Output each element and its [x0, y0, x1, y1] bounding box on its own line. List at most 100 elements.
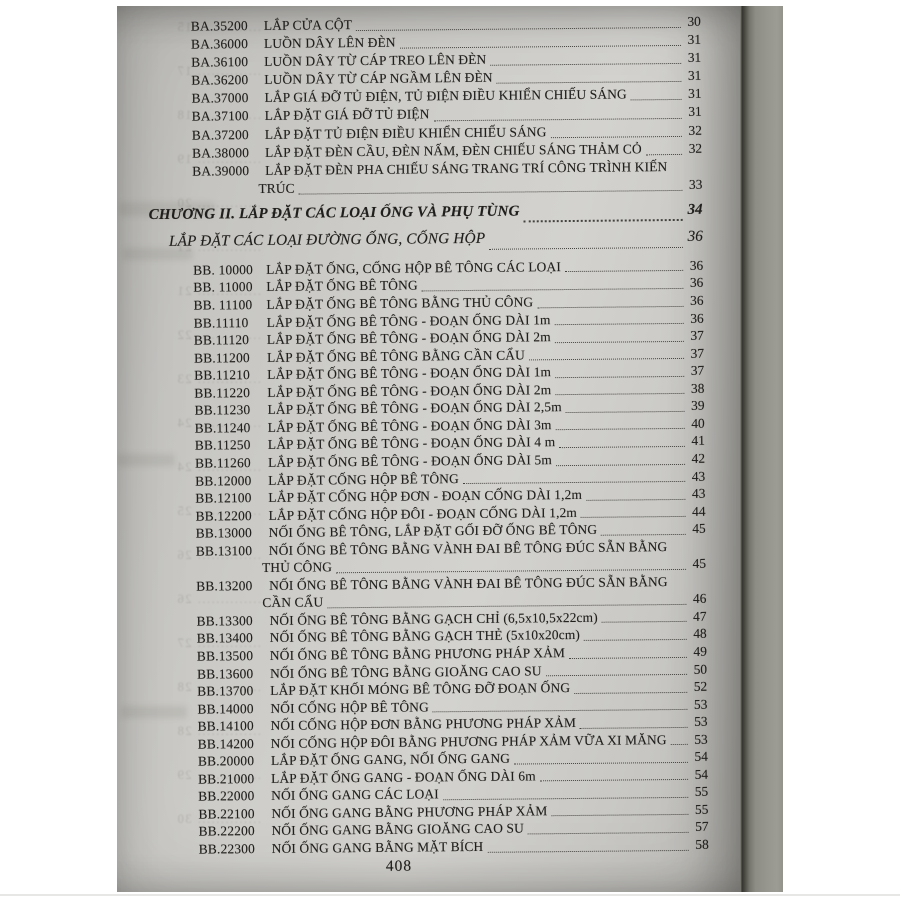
- dot-leader: [356, 27, 681, 32]
- toc-entry-page: 54: [694, 748, 708, 765]
- toc-entry-page: 58: [695, 836, 709, 852]
- dot-leader: [528, 358, 685, 361]
- photo-bottom-divider: [0, 894, 900, 896]
- toc-entry-page: 37: [690, 362, 705, 379]
- toc-entry-title: NỐI CỐNG HỘP ĐÔI BẰNG PHƯƠNG PHÁP XẢM VỮ…: [270, 731, 667, 751]
- toc-entry-title: NỐI ỐNG BÊ TÔNG BẰNG GẠCH CHỈ (6,5x10,5x…: [269, 609, 598, 628]
- toc-entry-page: 44: [692, 503, 706, 519]
- toc-entry-code: BA.39000: [192, 162, 250, 179]
- toc-entry-page: 42: [691, 450, 706, 466]
- toc-entry-code: BB.22300: [198, 841, 256, 857]
- dot-leader: [574, 691, 688, 694]
- book-photo: .............. 15.............. 17......…: [117, 6, 783, 892]
- dot-leader: [565, 410, 685, 413]
- toc-entry-code: BB.14000: [197, 700, 254, 717]
- dot-leader: [327, 603, 687, 609]
- dot-leader: [421, 287, 684, 292]
- toc-entry-code: BB.13100: [195, 542, 253, 559]
- dot-leader: [514, 761, 688, 765]
- dot-leader: [569, 656, 687, 659]
- toc-entry-title: LẮP ĐẶT TỦ ĐIỆN ĐIỀU KHIỂN CHIẾU SÁNG: [264, 123, 547, 142]
- toc-entry-code: BB.13500: [196, 648, 254, 664]
- toc-entry-title: LẮP ĐẶT GIÁ ĐỠ TỦ ĐIỆN: [264, 106, 430, 124]
- toc-entry-title: LẮP ĐẶT ỐNG BÊ TÔNG BẰNG THỦ CÔNG: [266, 294, 534, 312]
- toc-entry-title: LẮP ĐẶT ĐÈN CẦU, ĐÈN NẤM, ĐÈN CHIẾU SÁNG…: [264, 140, 642, 160]
- dot-leader: [580, 726, 688, 729]
- toc-entry-code: BB. 11100: [193, 297, 253, 313]
- toc-entry-page: 36: [690, 292, 704, 308]
- toc-entry-title: NỐI ỐNG BÊ TÔNG BẰNG VÀNH ĐAI BÊ TÔNG ĐÚ…: [269, 573, 668, 593]
- dot-leader: [399, 45, 682, 49]
- dot-leader: [555, 393, 685, 396]
- toc-entry-code: BB.13200: [196, 577, 253, 594]
- toc-entry-code: BA.36200: [191, 72, 249, 88]
- toc-entry-code: BB.13600: [196, 665, 254, 682]
- toc-entry-page: 43: [691, 485, 706, 501]
- toc-chapter-heading: CHƯƠNG II. LẮP ĐẶT CÁC LOẠI ỐNG VÀ PHỤ T…: [149, 202, 703, 231]
- dot-leader: [584, 638, 687, 641]
- toc-entry-page: 36: [690, 310, 704, 326]
- toc-entry-code: BB.13300: [196, 612, 253, 629]
- dot-leader: [554, 323, 684, 326]
- toc-entry-page: 36: [689, 257, 704, 273]
- toc-entry-title: LẮP ĐẶT CỐNG HỘP BÊ TÔNG: [268, 470, 459, 488]
- toc-entry-title: LẮP ĐẶT ĐÈN PHA CHIẾU SÁNG TRANG TRÍ CÔN…: [265, 158, 668, 178]
- dot-leader: [336, 568, 687, 574]
- toc-entry-page: 36: [689, 275, 704, 291]
- toc-entry-code: BB.11200: [193, 349, 250, 366]
- toc-entry-title: LẮP ĐẶT ỐNG BÊ TÔNG BẰNG CẦN CẨU: [266, 347, 525, 365]
- toc-entry-code: BB.22000: [198, 788, 255, 804]
- dot-leader: [670, 744, 688, 746]
- toc-entry-title: LUỒN DÂY TỪ CÁP NGẦM LÊN ĐÈN: [264, 70, 493, 88]
- toc-entry-code: BB.22200: [198, 823, 255, 840]
- toc-entry-code: BB. 11000: [193, 279, 253, 296]
- toc-entry-title: LẮP ĐẶT ỐNG BÊ TÔNG - ĐOẠN ỐNG DÀI 2m: [267, 381, 552, 400]
- dot-leader: [564, 270, 684, 273]
- toc-group-ba: BA.35200 LẮP CỬA CỘT 30 BA.36000 LUỒN DÂY LÊ…: [191, 14, 703, 200]
- toc-entry-title: NỐI CỐNG HỘP BÊ TÔNG: [270, 698, 429, 716]
- toc-entry-title: LẮP GIÁ ĐỠ TỦ ĐIỆN, TỦ ĐIỆN ĐIỀU KHIỂN C…: [264, 86, 627, 106]
- toc-entry-title: LẮP ĐẶT ỐNG, CỐNG HỘP BÊ TÔNG CÁC LOẠI: [266, 259, 561, 277]
- dot-leader: [630, 99, 682, 101]
- toc-entry-code: BB.14100: [197, 718, 254, 734]
- toc-entry-code: BA.36000: [190, 36, 249, 52]
- toc-entry-page: 45: [692, 520, 706, 536]
- dot-leader: [527, 831, 689, 835]
- toc-entry-page: 54: [694, 766, 709, 782]
- dot-leader: [581, 516, 686, 519]
- toc-entry-page: 31: [688, 86, 702, 102]
- toc-entry-code: BB.12100: [195, 490, 252, 506]
- toc-section-heading: LẮP ĐẶT CÁC LOẠI ĐƯỜNG ỐNG, CỐNG HỘP 36: [169, 228, 703, 258]
- toc-entry-page: 39: [691, 398, 705, 414]
- toc-entry-title: LẮP ĐẶT KHỐI MÓNG BÊ TÔNG ĐỠ ĐOẠN ỐNG: [270, 680, 571, 698]
- toc-entry-code: BA.37000: [191, 90, 249, 107]
- toc-entry-title: NỐI CỐNG HỘP ĐƠN BẰNG PHƯƠNG PHÁP XẢM: [270, 715, 577, 734]
- dot-leader: [555, 463, 686, 466]
- book-page-edge: [740, 6, 783, 892]
- toc-entry-page: 32: [688, 122, 702, 138]
- toc-entry-title: NỐI ỐNG GANG BẰNG MẶT BÍCH: [271, 838, 484, 856]
- toc-entry-page: 31: [687, 49, 702, 66]
- toc-entry-code: BB.20000: [197, 753, 255, 769]
- dot-leader: [539, 779, 689, 782]
- dot-leader: [490, 63, 682, 67]
- toc-entry-title: LẮP ĐẶT ỐNG BÊ TÔNG - ĐOẠN ỐNG DÀI 2m: [266, 329, 551, 348]
- toc-entry-code: BA.37100: [191, 108, 249, 125]
- toc-entry-title: NỐI ỐNG BÊ TÔNG BẰNG GẠCH THẺ (5x10x20cm…: [269, 627, 581, 646]
- dot-leader: [555, 375, 685, 378]
- toc-entry-page: 40: [691, 415, 705, 431]
- toc-entry-page: 38: [690, 380, 705, 396]
- toc-entry-code: BB.12200: [195, 507, 252, 524]
- toc-entry-page: 55: [694, 784, 709, 800]
- toc-entry-page: 53: [693, 696, 708, 712]
- toc-entry-page: 49: [693, 643, 707, 659]
- toc-entry-code: BA.37200: [191, 126, 249, 143]
- toc-entry-title: NỐI ỐNG BÊ TÔNG BẰNG VÀNH ĐAI BÊ TÔNG ĐÚ…: [268, 538, 668, 558]
- toc-entry-code: BA.38000: [191, 144, 250, 161]
- toc-entry-code: BB.22100: [198, 805, 255, 822]
- toc-entry-title: LẮP CỬA CỘT: [263, 17, 353, 33]
- toc-entry-page: 47: [693, 608, 707, 624]
- toc-entry-page: 31: [687, 68, 702, 84]
- dot-leader: [550, 135, 682, 138]
- toc-entry-page: 45: [692, 555, 707, 572]
